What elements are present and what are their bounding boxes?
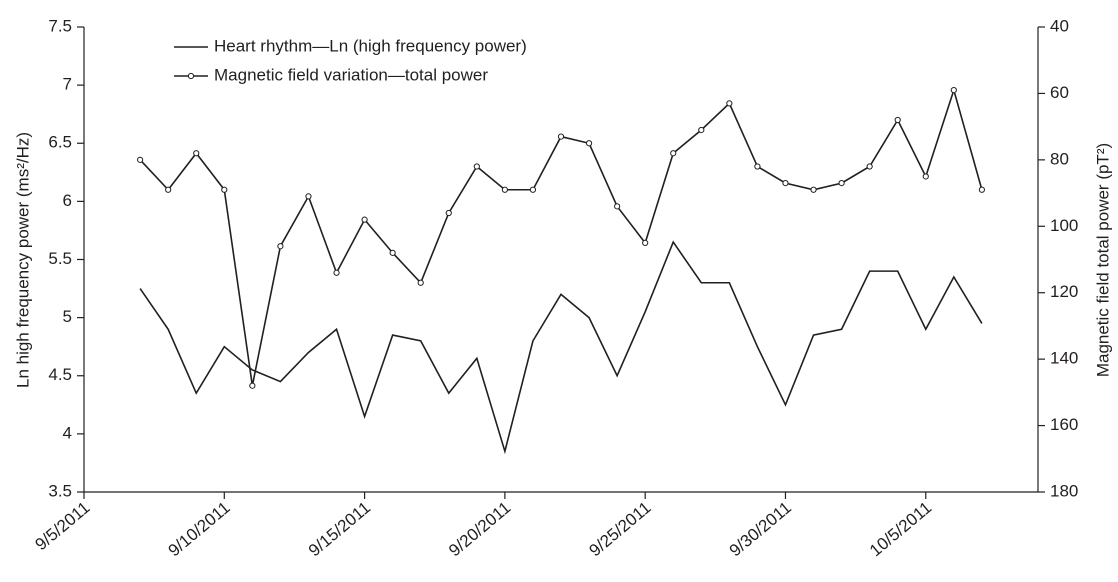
- y-tick-label: 5.5: [48, 249, 72, 268]
- y2-tick-label: 140: [1050, 349, 1078, 368]
- series-marker: [642, 239, 649, 246]
- series-marker: [193, 150, 200, 157]
- y-tick-label: 6: [63, 191, 72, 210]
- y2-tick-label: 60: [1050, 83, 1069, 102]
- series-marker: [165, 186, 172, 193]
- y-tick-label: 7.5: [48, 16, 72, 35]
- legend-marker: [187, 72, 195, 80]
- series-marker: [389, 249, 396, 256]
- legend-label: Heart rhythm—Ln (high frequency power): [214, 36, 527, 55]
- series-marker: [221, 186, 228, 193]
- series-marker: [894, 116, 901, 124]
- series-marker: [137, 156, 144, 163]
- series-marker: [473, 163, 480, 170]
- y-axis-title: Ln high frequency power (ms²/Hz): [13, 132, 32, 388]
- series-marker: [529, 186, 537, 193]
- series-marker: [305, 193, 312, 200]
- legend-label: Magnetic field variation—total power: [214, 65, 488, 84]
- y-tick-label: 4: [63, 423, 72, 442]
- series-marker: [810, 186, 817, 193]
- y2-tick-label: 120: [1050, 282, 1078, 301]
- y-tick-label: 7: [63, 75, 72, 94]
- x-tick-label: 10/5/2011: [866, 498, 935, 560]
- y2-axis-title: Magnetic field total power (pT²): [1093, 143, 1112, 377]
- y-tick-label: 5: [63, 307, 72, 326]
- series-marker: [866, 163, 873, 170]
- series-marker: [782, 180, 789, 187]
- x-tick-label: 9/20/2011: [445, 498, 514, 560]
- series-marker: [417, 279, 424, 286]
- series-line: [139, 240, 983, 455]
- x-tick-label: 9/25/2011: [585, 498, 654, 560]
- series-marker: [277, 243, 284, 250]
- y2-tick-label: 100: [1050, 216, 1078, 235]
- series-marker: [333, 269, 340, 276]
- series-marker: [249, 382, 256, 389]
- y2-tick-label: 180: [1050, 481, 1078, 500]
- series-marker: [557, 133, 565, 140]
- y2-tick-label: 40: [1050, 16, 1069, 35]
- series-marker: [922, 173, 929, 180]
- series-marker: [670, 150, 677, 157]
- y2-tick-label: 160: [1050, 415, 1078, 434]
- x-tick-label: 9/30/2011: [726, 498, 795, 560]
- series-marker: [361, 216, 368, 223]
- x-tick-label: 9/15/2011: [305, 498, 374, 560]
- series-marker: [754, 163, 761, 170]
- series-marker: [726, 100, 733, 107]
- x-tick-label: 9/5/2011: [32, 498, 94, 554]
- series-marker: [501, 186, 508, 193]
- series-marker: [445, 209, 452, 217]
- y2-tick-label: 80: [1050, 149, 1069, 168]
- series-marker: [585, 140, 593, 147]
- series-marker: [950, 87, 957, 94]
- x-tick-label: 9/10/2011: [165, 498, 234, 560]
- y-tick-label: 6.5: [48, 133, 72, 152]
- series-marker: [838, 180, 845, 187]
- y-tick-label: 3.5: [48, 481, 72, 500]
- series-marker: [978, 186, 985, 193]
- series-marker: [614, 203, 621, 210]
- y-tick-label: 4.5: [48, 365, 72, 384]
- series-marker: [698, 126, 705, 134]
